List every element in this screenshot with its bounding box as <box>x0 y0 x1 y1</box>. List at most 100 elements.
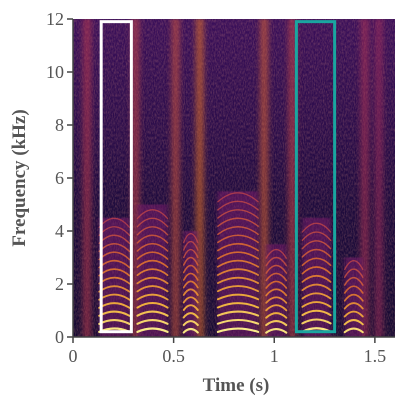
harmonic-line <box>216 327 260 333</box>
harmonic-line <box>136 217 169 228</box>
harmonic-line <box>217 268 259 276</box>
y-axis-ticks: 0 2 4 6 8 10 12 <box>46 9 73 347</box>
harmonic-line <box>182 296 199 304</box>
y-tick-label: 2 <box>55 274 64 294</box>
harmonic-line <box>217 192 259 203</box>
harmonic-line <box>343 285 364 294</box>
harmonic-line <box>265 296 288 304</box>
harmonic-line <box>265 304 288 312</box>
harmonic-line <box>136 319 169 325</box>
harmonic-line <box>301 309 332 317</box>
burst-band <box>374 19 383 337</box>
harmonic-line <box>136 259 169 268</box>
harmonic-line <box>182 272 199 281</box>
voiced-energy <box>183 231 198 337</box>
burst-band <box>260 19 269 337</box>
y-tick-label: 0 <box>55 327 64 347</box>
harmonic-line <box>183 240 199 251</box>
y-tick-label: 12 <box>46 9 64 29</box>
harmonic-line <box>216 276 260 285</box>
white-box <box>99 20 133 334</box>
harmonic-line <box>182 248 199 259</box>
harmonic-line <box>217 251 259 260</box>
harmonic-line <box>301 266 332 275</box>
harmonic-line <box>136 268 169 277</box>
harmonic-line <box>217 234 259 244</box>
harmonic-line <box>265 312 288 319</box>
harmonic-line <box>343 319 364 326</box>
plot-area <box>73 19 395 337</box>
harmonic-line <box>265 264 288 274</box>
harmonic-line <box>301 292 332 300</box>
harmonic-line <box>301 301 332 308</box>
harmonic-line <box>136 251 169 260</box>
harmonic-line <box>265 248 287 259</box>
harmonic-line <box>343 268 364 279</box>
harmonic-line <box>217 225 259 236</box>
harmonic-line <box>343 293 364 302</box>
burst-band <box>171 19 180 337</box>
harmonic-line <box>265 327 288 334</box>
harmonic-line <box>343 327 364 334</box>
x-tick-label: 0.5 <box>162 346 185 366</box>
burst-band <box>131 19 140 337</box>
harmonic-line <box>182 312 199 319</box>
harmonic-line <box>343 276 364 286</box>
burst-band <box>360 19 369 337</box>
harmonic-line <box>136 302 169 309</box>
harmonic-line <box>301 274 332 283</box>
harmonic-line <box>136 234 169 244</box>
bursts-layer <box>83 19 383 337</box>
y-axis-label: Frequency (kHz) <box>9 109 30 246</box>
harmonic-line <box>217 217 259 227</box>
harmonic-line <box>136 310 169 317</box>
harmonic-line <box>136 327 169 333</box>
harmonic-line <box>216 318 260 325</box>
harmonic-line <box>343 310 364 318</box>
harmonic-line <box>301 318 332 325</box>
harmonic-line <box>301 248 332 258</box>
y-tick-label: 4 <box>55 221 64 241</box>
x-tick-label: 0 <box>69 346 78 366</box>
harmonic-line <box>344 259 364 271</box>
harmonic-line <box>343 302 364 310</box>
y-tick-label: 6 <box>55 168 64 188</box>
voiced-energy <box>137 204 168 337</box>
harmonic-line <box>182 304 199 311</box>
y-tick-label: 10 <box>46 62 64 82</box>
harmonic-line <box>217 200 259 211</box>
highlight-boxes <box>99 20 337 334</box>
harmonic-line <box>217 209 259 219</box>
harmonic-line <box>216 285 260 293</box>
harmonic-line <box>182 256 199 266</box>
harmonic-line <box>136 276 169 285</box>
harmonic-line <box>217 242 259 252</box>
harmonic-line <box>216 302 260 309</box>
harmonic-line <box>216 293 260 301</box>
x-tick-label: 1 <box>270 346 279 366</box>
x-tick-label: 1.5 <box>364 346 387 366</box>
harmonic-line <box>301 240 332 250</box>
harmonic-line <box>183 233 199 244</box>
y-tick-label: 8 <box>55 115 64 135</box>
harmonic-line <box>182 280 199 289</box>
voiced-energy <box>344 257 363 337</box>
harmonic-line <box>182 264 199 274</box>
harmonic-line <box>182 327 199 334</box>
harmonic-line <box>136 293 169 301</box>
burst-band <box>83 19 92 337</box>
harmonic-line <box>216 310 260 317</box>
harmonic-line <box>136 226 169 236</box>
harmonic-line <box>265 272 288 282</box>
harmonic-line <box>265 256 288 267</box>
burst-band <box>288 19 297 337</box>
harmonic-line <box>301 231 332 242</box>
harmonic-line <box>136 242 169 252</box>
teal-box <box>294 20 337 334</box>
voiced-energy <box>302 217 331 337</box>
x-axis-ticks: 0 0.5 1 1.5 <box>69 337 387 366</box>
harmonic-line <box>265 320 288 327</box>
x-axis-label: Time (s) <box>203 375 270 396</box>
burst-band <box>195 19 204 337</box>
